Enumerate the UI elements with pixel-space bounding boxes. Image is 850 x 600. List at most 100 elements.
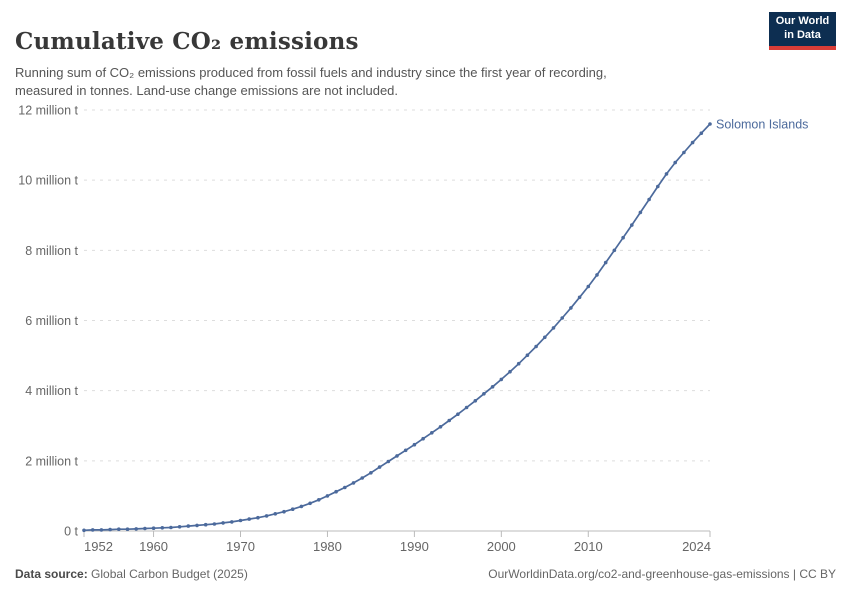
data-point[interactable] <box>560 316 564 320</box>
data-point[interactable] <box>90 528 95 532</box>
data-point[interactable] <box>690 140 695 145</box>
data-point[interactable] <box>117 527 121 531</box>
data-point[interactable] <box>343 485 347 490</box>
data-source-label: Data source: <box>15 567 88 581</box>
data-point[interactable] <box>351 481 356 485</box>
data-point[interactable] <box>212 522 217 526</box>
y-axis-label: 8 million t <box>25 244 78 258</box>
data-point[interactable] <box>334 489 338 494</box>
data-point[interactable] <box>673 160 677 165</box>
data-point[interactable] <box>125 527 130 531</box>
y-axis-label: 4 million t <box>25 384 78 398</box>
x-axis-label: 1970 <box>226 539 255 554</box>
owid-url-license-link[interactable]: OurWorldinData.org/co2-and-greenhouse-ga… <box>488 567 836 581</box>
data-point[interactable] <box>160 526 165 530</box>
data-point[interactable] <box>551 326 556 330</box>
y-axis-label: 10 million t <box>18 174 78 188</box>
data-point[interactable] <box>464 405 469 410</box>
data-point[interactable] <box>577 295 582 300</box>
data-point[interactable] <box>682 150 686 155</box>
data-point[interactable] <box>195 523 199 528</box>
owid-logo-line2: in Data <box>784 29 821 41</box>
owid-logo[interactable]: Our World in Data <box>769 12 836 50</box>
data-point[interactable] <box>543 335 547 340</box>
page-title: Cumulative CO₂ emissions <box>15 28 359 56</box>
data-point[interactable] <box>586 284 591 289</box>
data-point[interactable] <box>290 507 295 512</box>
data-point[interactable] <box>508 369 512 374</box>
data-point[interactable] <box>569 306 573 310</box>
data-point[interactable] <box>99 528 104 532</box>
data-point[interactable] <box>299 504 304 509</box>
data-point[interactable] <box>421 436 425 441</box>
x-axis-label: 2010 <box>574 539 603 554</box>
data-point[interactable] <box>325 494 330 498</box>
data-point[interactable] <box>456 412 460 417</box>
data-source-note: Data source: Global Carbon Budget (2025) <box>15 567 248 581</box>
data-point[interactable] <box>630 223 634 227</box>
data-point[interactable] <box>369 471 373 475</box>
chart-subtitle: Running sum of CO₂ emissions produced fr… <box>15 65 607 99</box>
y-axis-label: 12 million t <box>18 104 78 118</box>
data-point[interactable] <box>238 518 243 523</box>
data-point[interactable] <box>282 509 286 514</box>
data-point[interactable] <box>412 442 417 447</box>
data-point[interactable] <box>256 515 260 520</box>
data-point[interactable] <box>386 459 391 464</box>
data-point[interactable] <box>203 522 208 527</box>
data-point[interactable] <box>177 525 182 529</box>
data-point[interactable] <box>377 465 382 469</box>
data-point[interactable] <box>360 476 365 480</box>
data-point[interactable] <box>151 526 156 530</box>
data-point[interactable] <box>656 184 660 189</box>
data-point[interactable] <box>473 399 478 403</box>
chart-footer: Data source: Global Carbon Budget (2025)… <box>15 567 836 581</box>
data-point[interactable] <box>482 392 486 396</box>
data-point[interactable] <box>82 528 86 533</box>
data-point[interactable] <box>430 431 434 435</box>
y-axis-label: 2 million t <box>25 454 78 468</box>
owid-logo-line1: Our World <box>775 15 830 28</box>
x-axis-label: 2000 <box>487 539 516 554</box>
emissions-line-chart[interactable]: 0 t 2 million t 4 million t 6 million t 8 mi… <box>0 0 850 560</box>
x-axis-label: 2024 <box>682 539 711 554</box>
data-point[interactable] <box>317 498 321 502</box>
data-point[interactable] <box>273 512 278 516</box>
data-point[interactable] <box>108 527 112 532</box>
data-point[interactable] <box>499 377 504 382</box>
data-point[interactable] <box>264 514 269 518</box>
data-point[interactable] <box>516 361 521 366</box>
data-point[interactable] <box>638 210 643 215</box>
data-point[interactable] <box>699 131 704 135</box>
emissions-line[interactable] <box>83 123 711 532</box>
data-point[interactable] <box>395 454 399 458</box>
data-point[interactable] <box>186 524 191 528</box>
x-axis-label: 1990 <box>400 539 429 554</box>
data-point[interactable] <box>708 122 712 126</box>
data-point[interactable] <box>308 501 312 506</box>
data-point[interactable] <box>621 235 625 240</box>
data-point[interactable] <box>403 448 408 453</box>
data-point[interactable] <box>221 521 225 525</box>
data-point[interactable] <box>230 520 234 524</box>
data-point[interactable] <box>603 260 608 265</box>
data-point[interactable] <box>490 385 495 389</box>
y-axis-label: 6 million t <box>25 314 78 328</box>
data-point[interactable] <box>447 418 452 423</box>
data-point[interactable] <box>134 527 138 531</box>
data-source-value: Global Carbon Budget (2025) <box>91 567 248 581</box>
data-point[interactable] <box>438 425 443 429</box>
x-axis-label: 1952 <box>84 539 113 554</box>
series-label-solomon-islands[interactable]: Solomon Islands <box>716 118 808 132</box>
data-point[interactable] <box>534 344 538 349</box>
data-point[interactable] <box>664 172 669 176</box>
data-point[interactable] <box>169 525 173 530</box>
data-point[interactable] <box>595 273 599 277</box>
x-axis-label: 1980 <box>313 539 342 554</box>
y-axis-label: 0 t <box>64 525 78 539</box>
data-point[interactable] <box>247 517 251 521</box>
data-point[interactable] <box>143 526 147 531</box>
data-point[interactable] <box>647 197 651 202</box>
data-point[interactable] <box>612 248 617 253</box>
data-point[interactable] <box>525 353 530 358</box>
